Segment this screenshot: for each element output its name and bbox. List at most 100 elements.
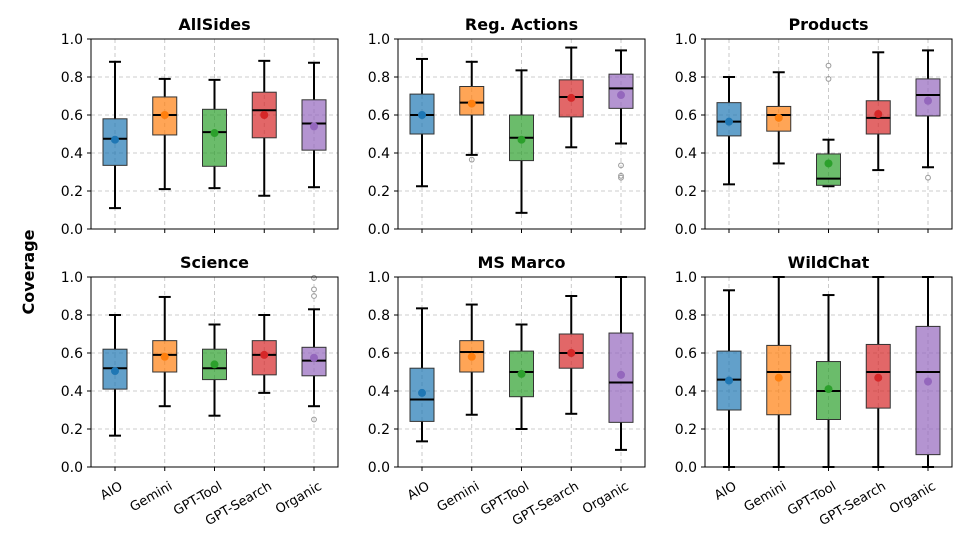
box-iqr [716, 102, 742, 137]
mean-marker [725, 117, 733, 126]
mean-marker [824, 159, 833, 168]
box-reg-actions-gemini [459, 60, 485, 163]
y-tick-label: 0.2 [368, 422, 390, 438]
x-category-label: Organic [580, 479, 631, 517]
box-products-aio [716, 76, 742, 186]
y-tick-label: 0.4 [368, 146, 390, 162]
mean-marker [517, 369, 526, 378]
x-category-label: Gemini [435, 479, 483, 515]
mean-marker [774, 373, 783, 382]
y-tick-label: 0.0 [368, 222, 390, 238]
mean-marker [725, 376, 733, 385]
box-science-gpt-search [251, 314, 277, 394]
y-tick-label: 0.8 [368, 308, 390, 324]
y-tick-label: 1.0 [61, 32, 83, 48]
mean-marker [567, 349, 576, 357]
box-reg-actions-aio [409, 57, 435, 188]
box-science-aio [102, 314, 128, 437]
mean-marker [111, 367, 119, 376]
y-tick-label: 1.0 [61, 270, 83, 286]
y-tick-label: 0.0 [675, 222, 697, 238]
panel-title-allsides: AllSides [178, 15, 250, 34]
y-tick-label: 0.4 [675, 384, 697, 400]
box-wildchat-gpt-tool [816, 294, 841, 468]
box-iqr [202, 108, 227, 167]
mean-marker [774, 113, 783, 122]
box-reg-actions-gpt-search [558, 46, 584, 149]
mean-marker [617, 370, 625, 379]
axes-frame [704, 276, 953, 468]
y-tick-label: 0.0 [61, 460, 83, 476]
axes-frame [704, 38, 953, 230]
panel-products: Products 0.0 0.2 0.4 0.6 0.8 1.0 [675, 15, 953, 238]
box-wildchat-gemini [766, 276, 792, 468]
box-wildchat-gpt-search [865, 276, 891, 468]
box-science-gpt-tool [202, 323, 227, 417]
box-ms-marco-gpt-search [558, 295, 584, 415]
y-tick-label: 0.8 [61, 70, 83, 86]
box-iqr [915, 325, 941, 456]
y-tick-label: 1.0 [368, 270, 390, 286]
panel-title-ms-marco: MS Marco [477, 253, 565, 272]
axes-frame [90, 276, 339, 468]
mean-marker [418, 388, 426, 397]
y-tick-label: 0.0 [368, 460, 390, 476]
outlier-point [311, 293, 317, 299]
panel-allsides: AllSides 0.0 0.2 0.4 0.6 0.8 1.0 [61, 15, 339, 238]
y-tick-label: 0.4 [368, 384, 390, 400]
x-category-label: Gemini [742, 479, 790, 515]
outlier-point [311, 286, 317, 293]
mean-marker [467, 352, 476, 361]
mean-marker [260, 111, 269, 119]
axes-frame [397, 276, 646, 468]
box-allsides-gemini [152, 77, 178, 191]
mean-marker [874, 373, 883, 382]
outlier-point [925, 174, 931, 181]
panels-group: AllSides 0.0 0.2 0.4 0.6 0.8 1.0 Reg. Actions 0.… [61, 15, 953, 529]
box-products-gpt-tool [816, 62, 841, 188]
mean-marker [567, 93, 576, 102]
box-allsides-gpt-tool [202, 78, 227, 190]
y-tick-label: 0.4 [61, 146, 83, 162]
mean-marker [160, 111, 169, 119]
outlier-point [618, 172, 624, 179]
panel-title-wildchat: WildChat [788, 253, 870, 272]
outlier-point [311, 275, 317, 281]
y-tick-label: 0.2 [368, 184, 390, 200]
outlier-point [311, 416, 317, 423]
y-tick-label: 0.6 [368, 346, 390, 362]
y-tick-label: 0.0 [675, 460, 697, 476]
mean-marker [310, 122, 318, 131]
outlier-point [618, 174, 624, 181]
y-tick-label: 0.4 [61, 384, 83, 400]
panel-reg-actions: Reg. Actions 0.0 0.2 0.4 0.6 0.8 1.0 [368, 15, 646, 238]
box-iqr [766, 344, 792, 416]
box-allsides-gpt-search [251, 59, 277, 197]
outlier-point [825, 76, 832, 82]
box-allsides-organic [301, 61, 327, 189]
y-tick-label: 0.2 [61, 184, 83, 200]
mean-marker [111, 135, 119, 144]
outlier-point [618, 162, 624, 169]
box-science-organic [301, 275, 327, 423]
mean-marker [210, 360, 219, 369]
axes-frame [90, 38, 339, 230]
y-tick-label: 1.0 [368, 32, 390, 48]
y-tick-label: 0.8 [61, 308, 83, 324]
y-tick-label: 0.4 [675, 146, 697, 162]
mean-marker [924, 377, 932, 386]
outlier-point [825, 62, 832, 69]
outlier-point [468, 156, 475, 163]
mean-marker [418, 111, 426, 119]
panel-title-reg-actions: Reg. Actions [465, 15, 578, 34]
y-tick-label: 0.6 [61, 346, 83, 362]
mean-marker [924, 96, 932, 105]
y-tick-label: 1.0 [675, 32, 697, 48]
mean-marker [310, 353, 318, 362]
box-products-gpt-search [865, 51, 891, 172]
y-tick-label: 1.0 [675, 270, 697, 286]
box-ms-marco-aio [409, 307, 435, 443]
